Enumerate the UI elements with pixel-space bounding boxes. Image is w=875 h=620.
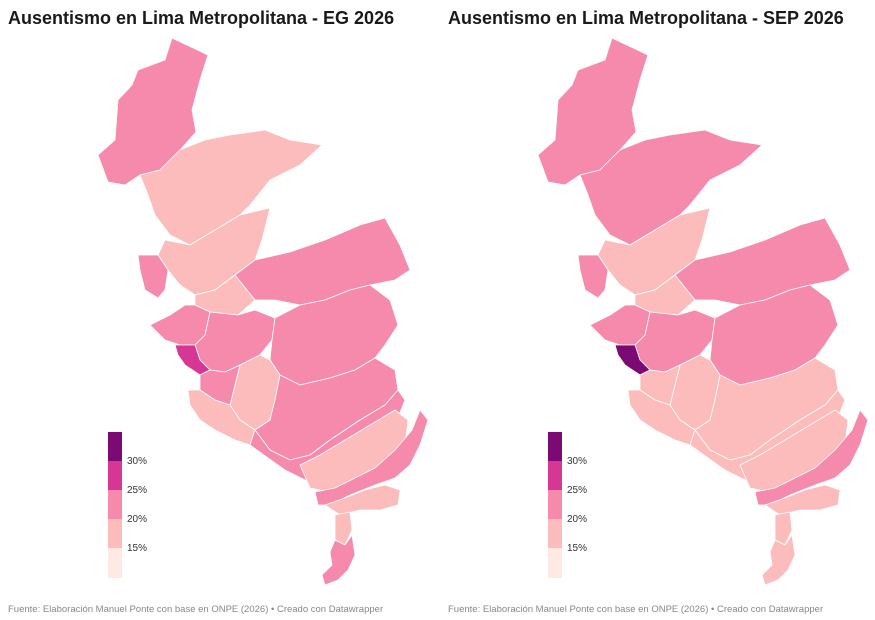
map-title: Ausentismo en Lima Metropolitana - SEP 2… (448, 8, 844, 28)
choropleth-map (537, 37, 869, 586)
legend-tick-25: 25% (127, 485, 148, 496)
legend-tick-25: 25% (567, 485, 588, 496)
district-ventanilla[interactable] (137, 254, 169, 299)
district-carabayllo-norte[interactable] (537, 37, 649, 186)
legend-tick-15: 15% (127, 543, 148, 554)
district-pucusana[interactable] (321, 534, 356, 586)
legend-swatch-25to30 (548, 461, 562, 490)
district-carabayllo[interactable] (139, 129, 323, 246)
legend-tick-30: 30% (127, 456, 148, 467)
legend-swatch-lt15 (108, 548, 122, 578)
legend-tick-30: 30% (567, 456, 588, 467)
color-legend: 30% 25% 20% 15% (108, 432, 168, 582)
district-carabayllo[interactable] (579, 129, 763, 246)
district-puente-piedra[interactable] (157, 207, 271, 296)
legend-swatch-gt30 (108, 432, 122, 461)
map-title: Ausentismo en Lima Metropolitana - EG 20… (8, 8, 395, 28)
district-san-bartolo[interactable] (334, 511, 353, 546)
legend-swatch-gt30 (548, 432, 562, 461)
district-puente-piedra[interactable] (597, 207, 711, 296)
legend-swatch-15to20 (108, 519, 122, 548)
source-note: Fuente: Elaboración Manuel Ponte con bas… (448, 604, 824, 615)
district-san-bartolo[interactable] (774, 511, 793, 546)
legend-swatch-20to25 (548, 490, 562, 519)
source-note: Fuente: Elaboración Manuel Ponte con bas… (8, 604, 384, 615)
legend-tick-15: 15% (567, 543, 588, 554)
district-pucusana[interactable] (761, 534, 796, 586)
legend-tick-20: 20% (567, 514, 588, 525)
legend-swatch-20to25 (108, 490, 122, 519)
district-lurigancho[interactable] (234, 217, 411, 306)
legend-tick-20: 20% (127, 514, 148, 525)
map-panel-eg: Ausentismo en Lima Metropolitana - EG 20… (0, 0, 430, 620)
choropleth-map (97, 37, 429, 586)
district-lurigancho[interactable] (674, 217, 851, 306)
legend-swatch-lt15 (548, 548, 562, 578)
district-carabayllo-norte[interactable] (97, 37, 209, 186)
legend-swatch-15to20 (548, 519, 562, 548)
map-panel-sep: Ausentismo en Lima Metropolitana - SEP 2… (440, 0, 870, 620)
color-legend: 30% 25% 20% 15% (548, 432, 608, 582)
district-ventanilla[interactable] (577, 254, 609, 299)
legend-swatch-25to30 (108, 461, 122, 490)
